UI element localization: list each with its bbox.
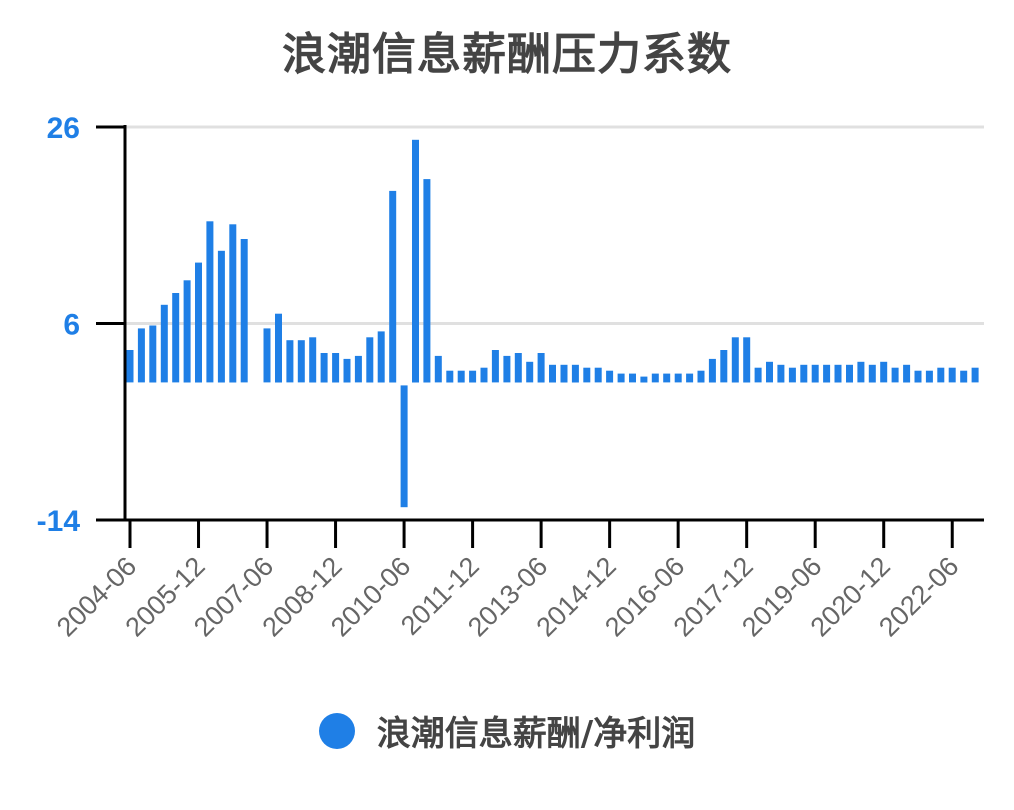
bar[interactable]: [606, 370, 614, 383]
bar[interactable]: [948, 367, 956, 383]
bar[interactable]: [263, 328, 271, 383]
bar[interactable]: [925, 370, 933, 383]
bar[interactable]: [857, 361, 865, 383]
bar[interactable]: [731, 337, 739, 383]
bar[interactable]: [309, 337, 317, 383]
bar[interactable]: [903, 364, 911, 383]
bar[interactable]: [777, 364, 785, 383]
bars: [126, 139, 979, 508]
bar[interactable]: [834, 364, 842, 383]
bar[interactable]: [457, 370, 465, 383]
bar[interactable]: [434, 355, 442, 383]
bar[interactable]: [960, 370, 968, 383]
gridlines: [125, 125, 984, 325]
bar[interactable]: [891, 367, 899, 383]
bar[interactable]: [880, 361, 888, 383]
y-tick-label: 26: [47, 112, 80, 145]
bar[interactable]: [172, 293, 180, 383]
y-tick-label: 6: [63, 309, 80, 342]
bar[interactable]: [811, 364, 819, 383]
bar[interactable]: [469, 370, 477, 383]
bar[interactable]: [503, 355, 511, 383]
bar[interactable]: [914, 370, 922, 383]
bar[interactable]: [537, 353, 545, 383]
bar[interactable]: [823, 364, 831, 383]
legend: 浪潮信息薪酬/净利润: [0, 706, 1014, 755]
x-tick-labels: 2004-062005-122007-062008-122010-062011-…: [51, 551, 965, 642]
bar[interactable]: [549, 364, 556, 383]
bar[interactable]: [788, 367, 796, 383]
bar[interactable]: [868, 364, 876, 383]
bar[interactable]: [149, 325, 157, 383]
bar[interactable]: [640, 376, 648, 383]
bar[interactable]: [389, 190, 397, 383]
legend-label[interactable]: 浪潮信息薪酬/净利润: [376, 714, 696, 754]
bar[interactable]: [651, 373, 659, 383]
bar[interactable]: [343, 358, 351, 383]
bar[interactable]: [286, 340, 294, 383]
axes: [96, 125, 984, 548]
bar[interactable]: [560, 364, 568, 383]
bar[interactable]: [195, 262, 202, 383]
y-tick-label: -14: [37, 505, 81, 538]
bar[interactable]: [320, 353, 328, 383]
bar[interactable]: [617, 373, 625, 383]
bar[interactable]: [206, 221, 214, 383]
bar[interactable]: [412, 139, 419, 383]
bar[interactable]: [937, 367, 945, 383]
bar[interactable]: [332, 353, 340, 383]
bar[interactable]: [366, 337, 374, 383]
bar[interactable]: [217, 250, 225, 383]
y-tick-labels: 26 6 -14: [37, 112, 81, 538]
bar[interactable]: [686, 373, 694, 383]
bar[interactable]: [491, 350, 499, 383]
bar[interactable]: [708, 358, 716, 383]
chart-title: 浪潮信息薪酬压力系数: [282, 29, 732, 80]
bar[interactable]: [297, 340, 305, 383]
bar[interactable]: [423, 179, 431, 383]
bar[interactable]: [514, 353, 522, 383]
bar[interactable]: [183, 280, 191, 383]
bar[interactable]: [571, 364, 579, 383]
bar[interactable]: [526, 361, 534, 383]
bar[interactable]: [137, 328, 145, 383]
bar[interactable]: [846, 364, 853, 383]
bar[interactable]: [126, 350, 134, 383]
bar[interactable]: [400, 385, 408, 508]
bar[interactable]: [240, 239, 248, 383]
legend-swatch-icon: [318, 712, 355, 749]
bar[interactable]: [594, 367, 602, 383]
bar[interactable]: [674, 373, 682, 383]
bar[interactable]: [663, 373, 671, 383]
bar[interactable]: [766, 361, 773, 383]
bar[interactable]: [377, 331, 385, 383]
bar[interactable]: [354, 355, 362, 383]
bar[interactable]: [629, 373, 636, 383]
bar[interactable]: [720, 350, 728, 383]
bar[interactable]: [971, 367, 979, 383]
bar[interactable]: [754, 367, 762, 383]
bar[interactable]: [446, 370, 454, 383]
bar[interactable]: [697, 370, 705, 383]
bar[interactable]: [229, 224, 237, 383]
bar[interactable]: [160, 304, 168, 383]
bar[interactable]: [275, 313, 282, 383]
bar[interactable]: [583, 367, 591, 383]
bar[interactable]: [800, 364, 808, 383]
bar[interactable]: [743, 337, 751, 383]
bar[interactable]: [480, 367, 488, 383]
